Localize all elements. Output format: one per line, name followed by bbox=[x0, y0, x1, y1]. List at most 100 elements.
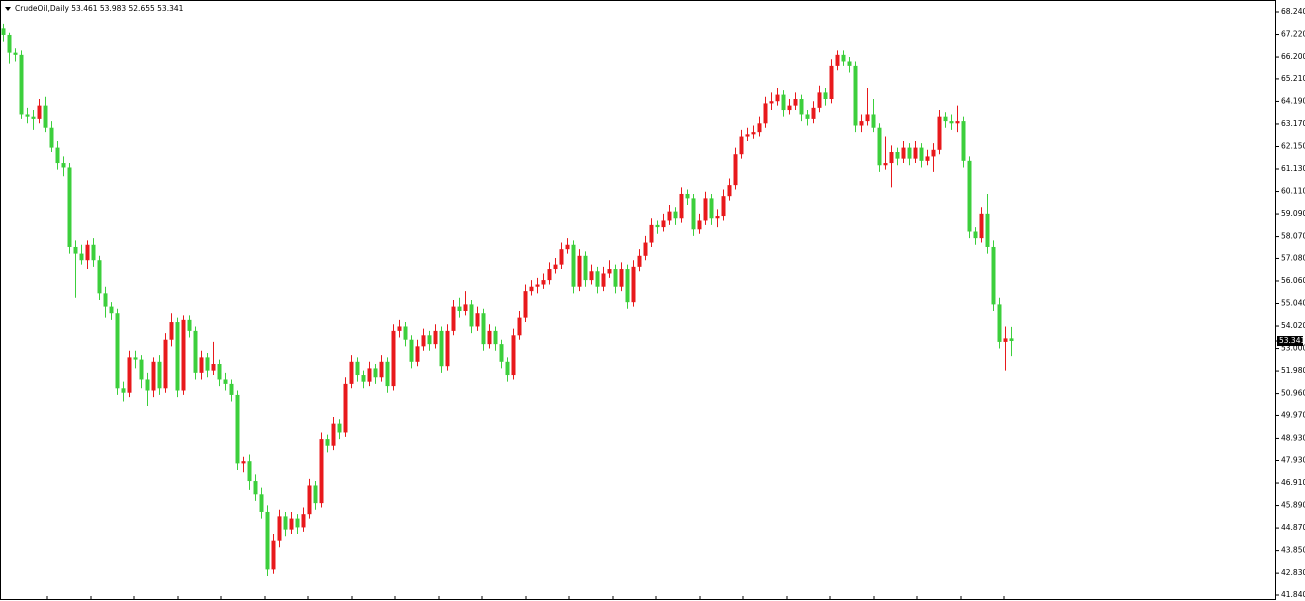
candle-body bbox=[367, 368, 372, 382]
candle-body bbox=[1, 28, 6, 35]
candle-body bbox=[853, 65, 858, 126]
candle-body bbox=[43, 105, 48, 128]
candle-body bbox=[433, 330, 438, 345]
candle-body bbox=[823, 92, 828, 100]
candle-body bbox=[631, 266, 636, 303]
candle-body bbox=[817, 92, 822, 108]
candle-body bbox=[307, 485, 312, 515]
candle-body bbox=[373, 368, 378, 378]
candle-body bbox=[349, 361, 354, 384]
candle-body bbox=[781, 94, 786, 111]
candle-body bbox=[283, 516, 288, 530]
candle-body bbox=[181, 319, 186, 391]
candle-body bbox=[325, 439, 330, 446]
y-tick-label: 63.170 bbox=[1281, 119, 1305, 128]
candle-body bbox=[841, 54, 846, 62]
candle-body bbox=[973, 231, 978, 239]
candle-body bbox=[145, 379, 150, 391]
candle-body bbox=[337, 423, 342, 433]
y-tick-label: 56.060 bbox=[1281, 276, 1305, 285]
chart-title: CrudeOil,Daily 53.461 53.983 52.655 53.3… bbox=[15, 4, 184, 13]
y-tick-label: 67.220 bbox=[1281, 30, 1305, 39]
candle-body bbox=[703, 198, 708, 221]
candle-body bbox=[229, 383, 234, 395]
candle-body bbox=[913, 147, 918, 159]
candle-body bbox=[571, 244, 576, 287]
y-tick-label: 47.930 bbox=[1281, 456, 1305, 465]
candle-body bbox=[313, 485, 318, 504]
y-tick-label: 65.210 bbox=[1281, 74, 1305, 83]
y-tick-label: 53.000 bbox=[1281, 344, 1305, 353]
candle-body bbox=[79, 253, 84, 261]
candle-body bbox=[295, 518, 300, 528]
y-tick-label: 48.930 bbox=[1281, 433, 1305, 442]
candle-body bbox=[163, 339, 168, 389]
candle-body bbox=[727, 185, 732, 197]
candle-body bbox=[319, 439, 324, 504]
candle-body bbox=[115, 313, 120, 389]
candle-body bbox=[925, 156, 930, 161]
y-tick-label: 58.070 bbox=[1281, 232, 1305, 241]
y-tick-label: 46.910 bbox=[1281, 478, 1305, 487]
candle-body bbox=[739, 136, 744, 155]
candle-body bbox=[97, 260, 102, 294]
candle-body bbox=[775, 94, 780, 102]
candle-body bbox=[421, 335, 426, 347]
candle-body bbox=[871, 114, 876, 128]
candle-body bbox=[55, 147, 60, 164]
candle-body bbox=[541, 280, 546, 285]
candle-body bbox=[685, 193, 690, 199]
candle-body bbox=[139, 359, 144, 380]
y-tick-label: 41.840 bbox=[1281, 590, 1305, 599]
candle-body bbox=[235, 394, 240, 464]
candle-body bbox=[445, 330, 450, 367]
candle-body bbox=[61, 163, 66, 168]
candle-body bbox=[211, 364, 216, 371]
candle-body bbox=[967, 160, 972, 232]
y-tick-label: 45.890 bbox=[1281, 501, 1305, 510]
y-tick-label: 68.240 bbox=[1281, 7, 1305, 16]
candle-body bbox=[247, 461, 252, 482]
candle-body bbox=[553, 264, 558, 270]
candle-body bbox=[265, 511, 270, 570]
candle-body bbox=[835, 54, 840, 66]
candle-body bbox=[577, 255, 582, 287]
candle-body bbox=[949, 121, 954, 124]
candle-body bbox=[289, 518, 294, 530]
plot-frame bbox=[0, 0, 1276, 600]
y-tick-label: 60.110 bbox=[1281, 187, 1305, 196]
candle-body bbox=[787, 105, 792, 111]
candle-body bbox=[403, 326, 408, 340]
candle-body bbox=[127, 357, 132, 393]
y-tick-label: 50.960 bbox=[1281, 389, 1305, 398]
candle-body bbox=[361, 375, 366, 382]
y-tick-label: 49.970 bbox=[1281, 410, 1305, 419]
candle-body bbox=[979, 213, 984, 239]
candle-body bbox=[673, 211, 678, 219]
candle-body bbox=[463, 304, 468, 312]
candle-body bbox=[415, 346, 420, 362]
candle-body bbox=[73, 246, 78, 254]
candle-body bbox=[667, 211, 672, 221]
candle-body bbox=[25, 114, 30, 117]
candle-body bbox=[679, 193, 684, 219]
candle-body bbox=[895, 152, 900, 159]
candle-body bbox=[7, 34, 12, 53]
candle-body bbox=[643, 242, 648, 256]
candle-body bbox=[889, 152, 894, 164]
candle-body bbox=[649, 224, 654, 243]
candle-body bbox=[625, 269, 630, 303]
candle-body bbox=[121, 388, 126, 393]
candle-body bbox=[475, 313, 480, 327]
candle-body bbox=[595, 271, 600, 287]
candle-body bbox=[193, 330, 198, 373]
last-price-label: 53.341 bbox=[1279, 336, 1305, 345]
candle-body bbox=[637, 255, 642, 267]
candle-body bbox=[829, 65, 834, 100]
candle-body bbox=[109, 306, 114, 314]
candle-body bbox=[691, 198, 696, 230]
candle-body bbox=[469, 304, 474, 327]
menu-arrow bbox=[5, 7, 11, 11]
candle-body bbox=[529, 286, 534, 292]
